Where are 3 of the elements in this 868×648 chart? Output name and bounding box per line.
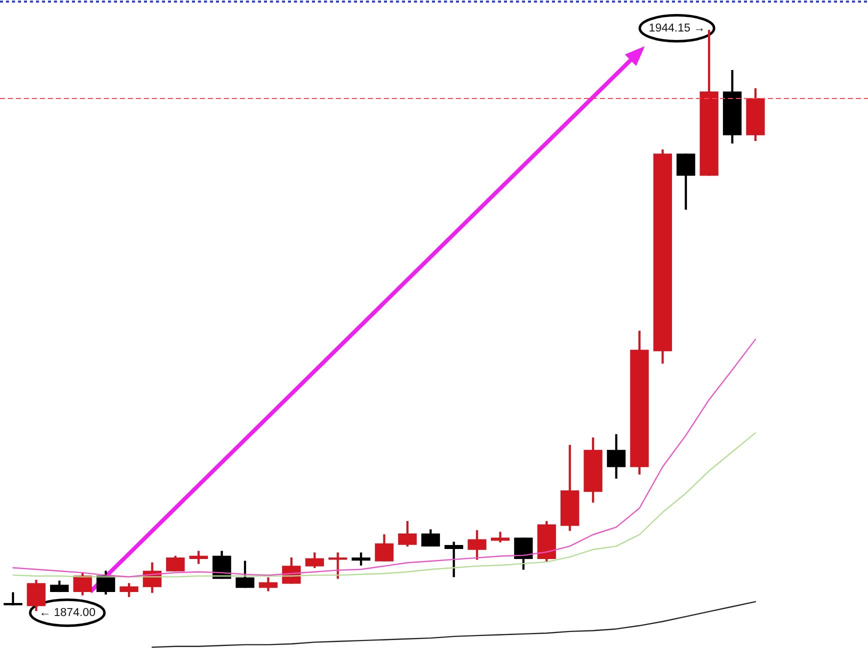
- candlestick: [328, 552, 348, 579]
- annotation: 1944.15 →: [648, 22, 706, 34]
- annotation: ← 1874.00: [39, 606, 96, 619]
